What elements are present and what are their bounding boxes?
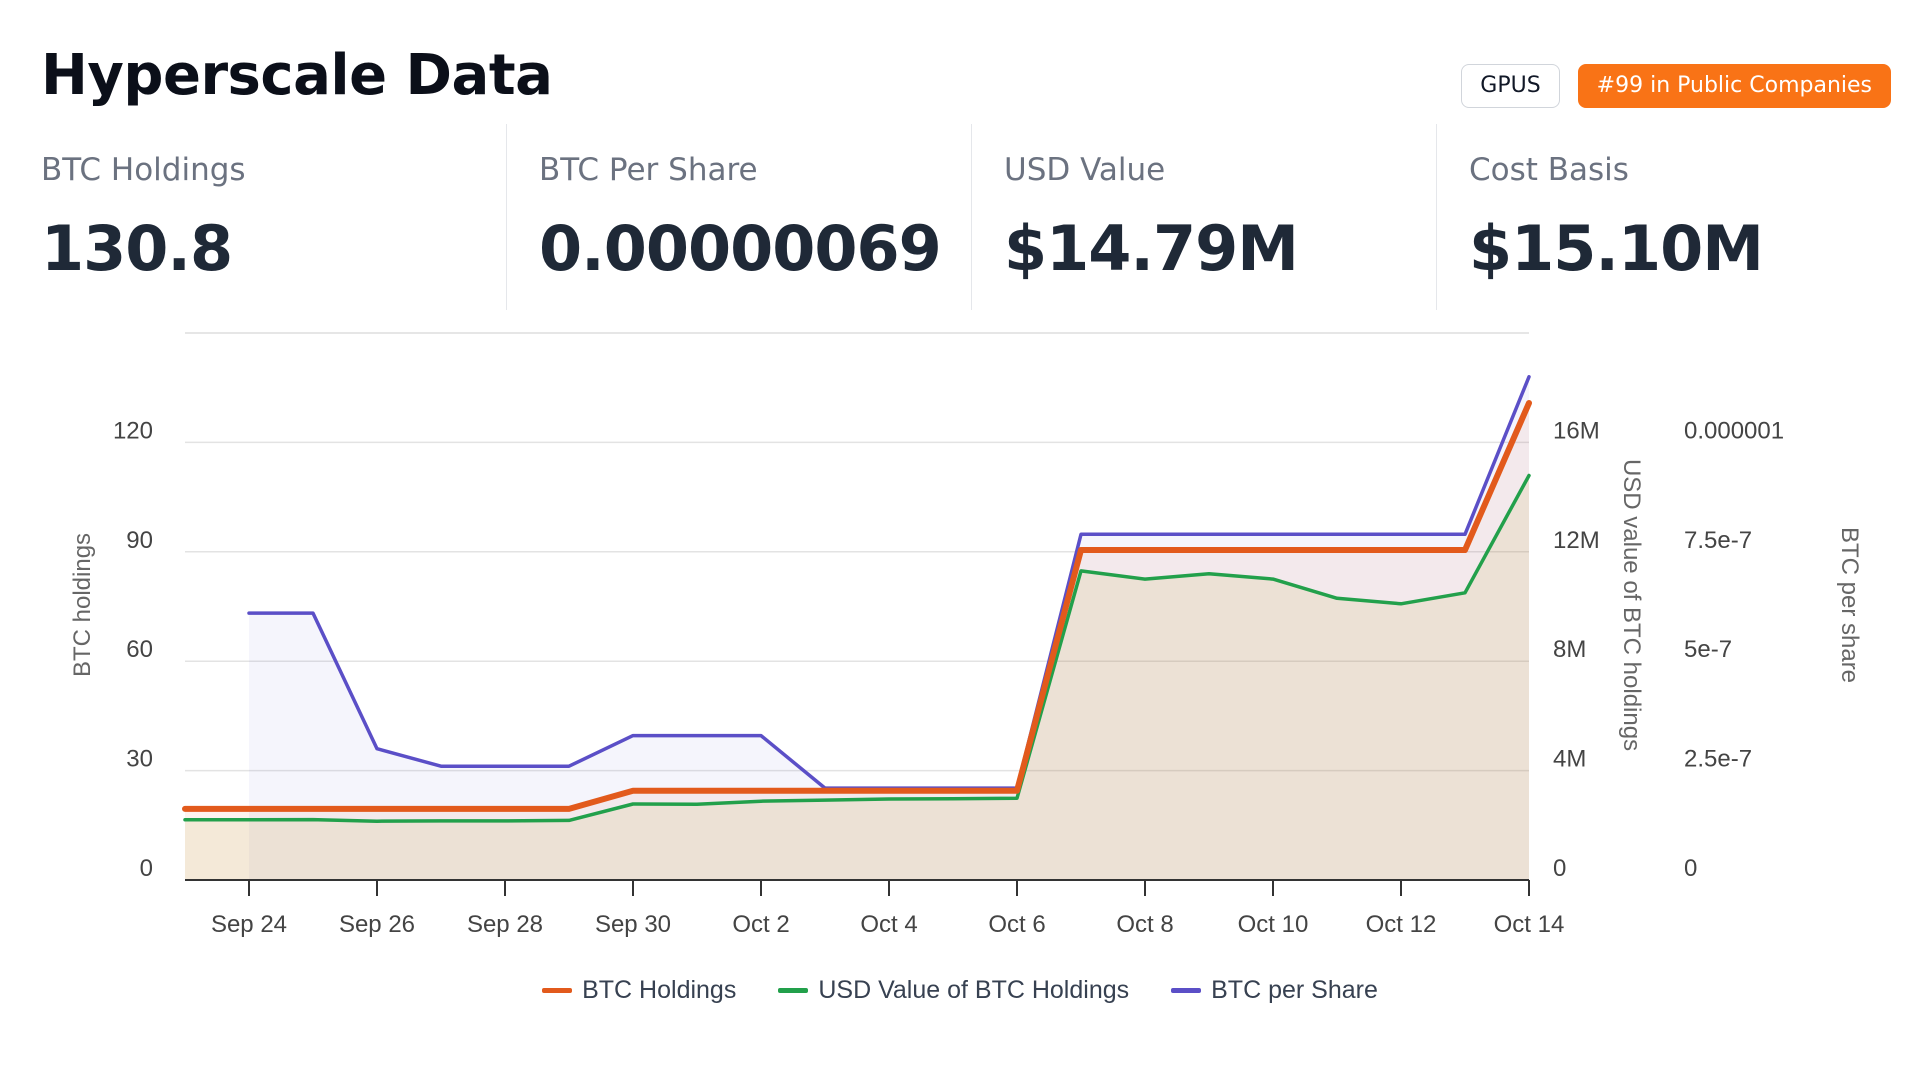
usd-value-line	[183, 473, 1531, 823]
stat-label: Cost Basis	[1469, 152, 1629, 188]
x-tick-label: Oct 12	[1366, 911, 1437, 938]
btc-holdings-area	[185, 403, 1529, 880]
legend-swatch	[778, 988, 809, 993]
stat-label: BTC Holdings	[41, 152, 246, 188]
axis-layer: 0 30 60 90 120 0 4M 8M 12M 16M 0 2.5e-7 5e-7 7.5e-7 0.…	[113, 417, 1784, 938]
right1-tick-label: 16M	[1553, 417, 1600, 444]
x-tick-label: Sep 28	[467, 911, 543, 938]
stats-row: BTC Holdings 130.8 BTC Per Share 0.00000…	[41, 124, 1891, 310]
left-axis-title: BTC holdings	[69, 533, 96, 677]
legend-label: BTC per Share	[1211, 976, 1378, 1004]
legend-item-btc-per-share[interactable]: BTC per Share	[1171, 976, 1378, 1005]
rank-badge[interactable]: #99 in Public Companies	[1577, 64, 1891, 108]
x-tick-label: Oct 8	[1116, 911, 1173, 938]
right1-tick-label: 12M	[1553, 527, 1600, 554]
line-layer	[182, 375, 1532, 823]
right1-axis-title: USD value of BTC holdings	[1618, 459, 1645, 751]
right1-tick-label: 0	[1553, 855, 1566, 882]
right2-tick-label: 2.5e-7	[1684, 746, 1752, 773]
stat-cost-basis: Cost Basis $15.10M	[1436, 124, 1891, 310]
right2-tick-label: 5e-7	[1684, 636, 1732, 663]
stat-btc-holdings: BTC Holdings 130.8	[41, 124, 506, 310]
btc-holdings-line	[182, 400, 1532, 812]
right2-tick-label: 0.000001	[1684, 417, 1784, 444]
legend-item-usd-value[interactable]: USD Value of BTC Holdings	[778, 976, 1129, 1005]
left-tick-label: 30	[126, 746, 153, 773]
stat-value: 130.8	[41, 212, 233, 285]
x-tick-label: Oct 2	[732, 911, 789, 938]
x-tick-label: Sep 30	[595, 911, 671, 938]
stat-label: USD Value	[1004, 152, 1166, 188]
btc-per-share-area	[249, 376, 1529, 880]
stat-label: BTC Per Share	[539, 152, 758, 188]
ticker-badge[interactable]: GPUS	[1461, 64, 1560, 108]
stat-value: 0.00000069	[539, 212, 942, 285]
right1-tick-label: 4M	[1553, 746, 1586, 773]
x-tick-label: Oct 14	[1494, 911, 1565, 938]
x-tick-label: Oct 6	[988, 911, 1045, 938]
right2-axis-title: BTC per share	[1836, 527, 1863, 683]
right1-tick-label: 8M	[1553, 636, 1586, 663]
legend-swatch	[542, 988, 573, 993]
legend-swatch	[1171, 988, 1202, 993]
stat-value: $15.10M	[1469, 212, 1764, 285]
stat-btc-per-share: BTC Per Share 0.00000069	[506, 124, 971, 310]
right2-tick-label: 0	[1684, 855, 1697, 882]
x-tick-label: Oct 10	[1238, 911, 1309, 938]
legend-label: USD Value of BTC Holdings	[818, 976, 1130, 1004]
left-tick-label: 120	[113, 417, 153, 444]
stat-usd-value: USD Value $14.79M	[971, 124, 1436, 310]
left-tick-label: 90	[126, 527, 153, 554]
left-tick-label: 0	[140, 855, 153, 882]
left-tick-label: 60	[126, 636, 153, 663]
legend-label: BTC Holdings	[582, 976, 737, 1004]
x-tick-label: Sep 24	[211, 911, 287, 938]
stat-value: $14.79M	[1004, 212, 1299, 285]
page-title: Hyperscale Data	[41, 43, 553, 108]
right2-tick-label: 7.5e-7	[1684, 527, 1752, 554]
x-tick-label: Oct 4	[860, 911, 917, 938]
chart-legend: BTC Holdings USD Value of BTC Holdings B…	[0, 976, 1920, 1005]
x-tick-label: Sep 26	[339, 911, 415, 938]
area-layer	[185, 376, 1529, 880]
badge-group: GPUS #99 in Public Companies	[1461, 64, 1891, 108]
legend-item-btc-holdings[interactable]: BTC Holdings	[542, 976, 736, 1005]
